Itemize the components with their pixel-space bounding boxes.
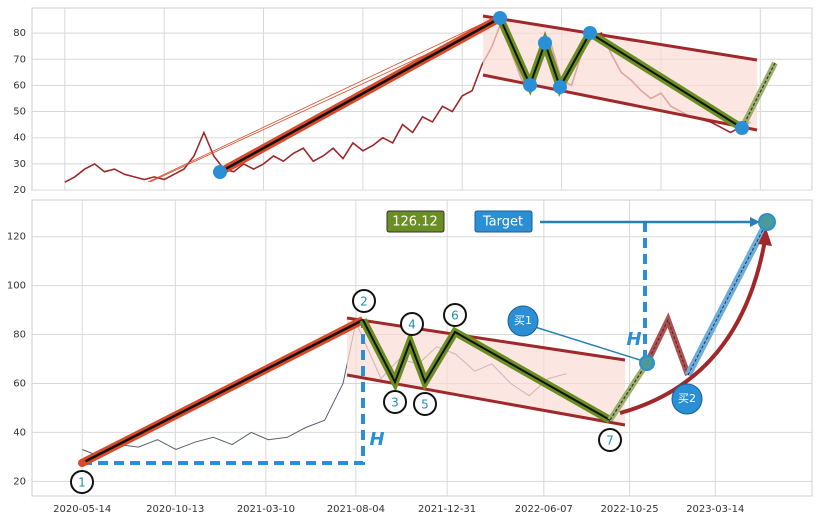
channel bbox=[347, 318, 625, 425]
y-tick-label: 60 bbox=[13, 80, 26, 91]
pivot-circle bbox=[383, 390, 407, 414]
pivot-circle bbox=[413, 392, 437, 416]
x-tick-label: 2021-12-31 bbox=[418, 504, 476, 515]
retest-core bbox=[646, 318, 689, 376]
arrow-thin bbox=[147, 19, 491, 183]
annotation: 1 bbox=[78, 476, 86, 490]
y-tick-label: 70 bbox=[13, 54, 26, 65]
pivot bbox=[553, 80, 567, 94]
price-box bbox=[386, 210, 445, 233]
x-tick-label: 2021-03-10 bbox=[237, 504, 295, 515]
annotation: 7 bbox=[606, 434, 614, 448]
x-tick-label: 2022-06-07 bbox=[515, 504, 573, 515]
top-overlays bbox=[147, 11, 778, 183]
annotation: 买2 bbox=[678, 392, 696, 405]
pivot bbox=[538, 36, 552, 50]
pivot-circles bbox=[70, 289, 622, 494]
pivot-circle bbox=[443, 303, 467, 327]
y-tick-label: 50 bbox=[13, 107, 26, 118]
annotation: H bbox=[369, 429, 384, 450]
projection-core bbox=[741, 62, 776, 129]
target-box bbox=[474, 210, 533, 233]
height-guide bbox=[82, 320, 365, 465]
buy2-circle bbox=[671, 383, 703, 415]
pivot-circle bbox=[598, 428, 622, 452]
y-tick-label: 40 bbox=[13, 133, 26, 144]
buy-dot bbox=[639, 355, 655, 371]
y-tick-label: 20 bbox=[13, 476, 26, 487]
y-tick-label: 80 bbox=[13, 330, 26, 341]
projection-core bbox=[609, 362, 648, 421]
pivot-circle bbox=[400, 312, 424, 336]
arrow-head bbox=[750, 217, 760, 227]
y-tick-label: 20 bbox=[13, 185, 26, 196]
target-arc bbox=[619, 239, 767, 415]
zigzag-core bbox=[362, 319, 611, 421]
y-tick-label: 120 bbox=[7, 232, 26, 243]
trend-core bbox=[219, 16, 501, 174]
plot-frame bbox=[31, 199, 813, 497]
annotation: 4 bbox=[408, 318, 416, 332]
target-dot bbox=[758, 213, 776, 231]
x-tick-label: 2020-05-14 bbox=[53, 504, 111, 515]
x-tick-label: 2020-10-13 bbox=[146, 504, 204, 515]
pivot bbox=[213, 165, 227, 179]
pivot bbox=[735, 121, 749, 135]
annotation: 6 bbox=[451, 309, 459, 323]
pivots bbox=[213, 11, 749, 179]
buy-arrow bbox=[534, 326, 641, 361]
pivot-circle bbox=[70, 470, 94, 494]
channel-top bbox=[482, 14, 758, 62]
pivot bbox=[523, 78, 537, 92]
pivot-circle bbox=[352, 289, 376, 313]
zigzag-core bbox=[499, 17, 743, 129]
annotation: 5 bbox=[421, 398, 429, 412]
x-tick-label: 2022-10-25 bbox=[600, 504, 658, 515]
x-tick-label: 2023-03-14 bbox=[686, 504, 744, 515]
y-tick-label: 100 bbox=[7, 281, 26, 292]
annotation: 3 bbox=[391, 396, 399, 410]
annotation: Target bbox=[482, 215, 523, 230]
annotation: 126.12 bbox=[392, 215, 438, 230]
pivot bbox=[493, 11, 507, 25]
y-tick-label: 40 bbox=[13, 427, 26, 438]
buy1-circle bbox=[507, 305, 539, 337]
annotation-labels: 1 2 3 4 5 6 7 H H 126.12 Target 买1 买2 bbox=[78, 215, 696, 490]
y-tick-label: 60 bbox=[13, 378, 26, 389]
trend-core bbox=[81, 318, 364, 465]
y-tick-label: 80 bbox=[13, 28, 26, 39]
annotation: 2 bbox=[360, 295, 368, 309]
arrow-head bbox=[758, 228, 772, 246]
pivot bbox=[78, 459, 86, 467]
target-leg-core bbox=[687, 221, 768, 376]
channel-top bbox=[346, 316, 626, 362]
pivot bbox=[583, 26, 597, 40]
bottom-overlays bbox=[70, 210, 776, 494]
y-tick-label: 30 bbox=[13, 159, 26, 170]
x-tick-label: 2021-08-04 bbox=[327, 504, 385, 515]
annotation: 买1 bbox=[514, 314, 532, 327]
annotation: H bbox=[626, 329, 641, 350]
